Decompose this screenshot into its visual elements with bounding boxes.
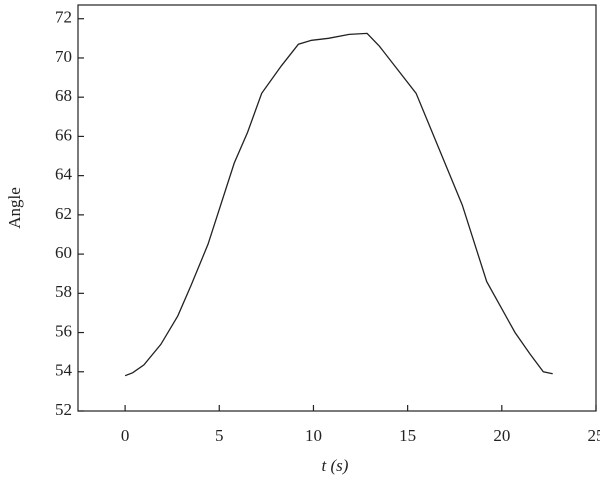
y-tick-label: 66: [55, 125, 72, 144]
x-tick-label: 25: [588, 426, 600, 445]
y-tick-label: 52: [55, 400, 72, 419]
y-tick-label: 60: [55, 243, 72, 262]
x-tick-label: 0: [121, 426, 130, 445]
x-tick-label: 5: [215, 426, 224, 445]
data-line: [124, 32, 553, 377]
x-axis-label: t (s): [322, 456, 349, 475]
y-tick-label: 72: [55, 8, 72, 27]
x-tick-label: 10: [305, 426, 322, 445]
y-tick-label: 56: [55, 321, 72, 340]
x-tick-label: 15: [399, 426, 416, 445]
plot-frame: [77, 4, 597, 412]
y-tick-label: 58: [55, 282, 72, 301]
y-tick-label: 62: [55, 204, 72, 223]
y-tick-label: 68: [55, 86, 72, 105]
y-axis-label: Angle: [5, 187, 24, 229]
x-tick-label: 20: [493, 426, 510, 445]
y-tick-label: 54: [55, 361, 73, 380]
y-tick-label: 70: [55, 47, 72, 66]
y-tick-label: 64: [55, 165, 73, 184]
